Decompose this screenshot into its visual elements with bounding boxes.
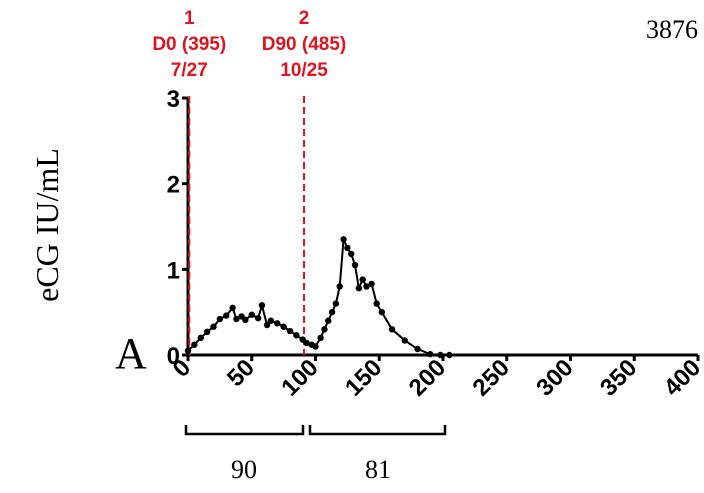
data-point: [414, 345, 421, 353]
bracket-label: 81: [365, 455, 391, 484]
data-point: [437, 351, 444, 359]
data-point: [216, 315, 224, 323]
annotation-text: D90 (485): [262, 34, 347, 55]
data-point: [317, 334, 324, 342]
data-point: [328, 308, 336, 316]
data-point: [254, 314, 262, 322]
data-point: [274, 320, 281, 327]
y-tick-label: 0: [167, 343, 180, 370]
x-tick-label: 250: [468, 354, 515, 401]
data-point: [197, 334, 204, 342]
data-point: [191, 341, 198, 348]
data-point: [210, 323, 217, 330]
data-point: [344, 244, 351, 252]
x-tick-label: 150: [340, 354, 387, 401]
data-point: [368, 280, 375, 288]
data-point: [312, 343, 319, 350]
data-point: [258, 302, 266, 309]
data-point: [363, 283, 370, 290]
y-axis-label: eCG IU/mL: [29, 148, 65, 302]
data-point: [446, 351, 453, 359]
annotation-text: 1: [184, 8, 195, 29]
y-tick-label: 3: [167, 86, 180, 113]
data-point: [248, 311, 255, 318]
x-tick-label: 400: [659, 354, 704, 401]
data-point: [348, 250, 355, 258]
data-point: [321, 326, 328, 333]
x-tick-label: 0: [168, 354, 197, 383]
data-point: [355, 284, 363, 292]
data-point: [373, 300, 380, 307]
data-point: [293, 332, 300, 339]
y-tick-label: 1: [167, 257, 180, 284]
annotation-text: D0 (395): [152, 34, 226, 55]
data-point: [184, 347, 192, 354]
data-point: [242, 316, 249, 324]
data-point: [332, 300, 340, 307]
data-point: [303, 339, 310, 347]
data-point: [286, 327, 294, 335]
data-point: [263, 321, 271, 329]
data-point: [267, 317, 275, 324]
panel-label: A: [115, 329, 147, 378]
x-tick-label: 50: [222, 354, 260, 392]
data-point: [203, 328, 211, 336]
data-point: [401, 337, 408, 344]
data-point: [351, 261, 359, 269]
annotation-text: 7/27: [171, 60, 208, 81]
data-point: [336, 283, 343, 290]
x-tick-label: 200: [404, 354, 451, 401]
data-point: [280, 323, 287, 330]
data-point: [223, 312, 230, 319]
bracket-label: 90: [231, 455, 257, 484]
annotation-text: 2: [299, 8, 310, 29]
y-tick-label: 2: [167, 172, 180, 199]
data-point: [229, 304, 236, 312]
corner-label: 3876: [646, 15, 698, 44]
data-point: [359, 276, 366, 283]
data-point: [340, 236, 347, 243]
data-point: [233, 315, 240, 323]
data-point: [378, 308, 385, 316]
data-point: [427, 350, 434, 358]
x-tick-label: 300: [531, 354, 578, 401]
annotation-text: 10/25: [280, 60, 328, 81]
data-point: [388, 326, 396, 333]
data-point: [325, 317, 332, 324]
x-tick-label: 100: [276, 354, 323, 401]
x-tick-label: 350: [595, 354, 642, 401]
bracket: [184, 425, 447, 436]
